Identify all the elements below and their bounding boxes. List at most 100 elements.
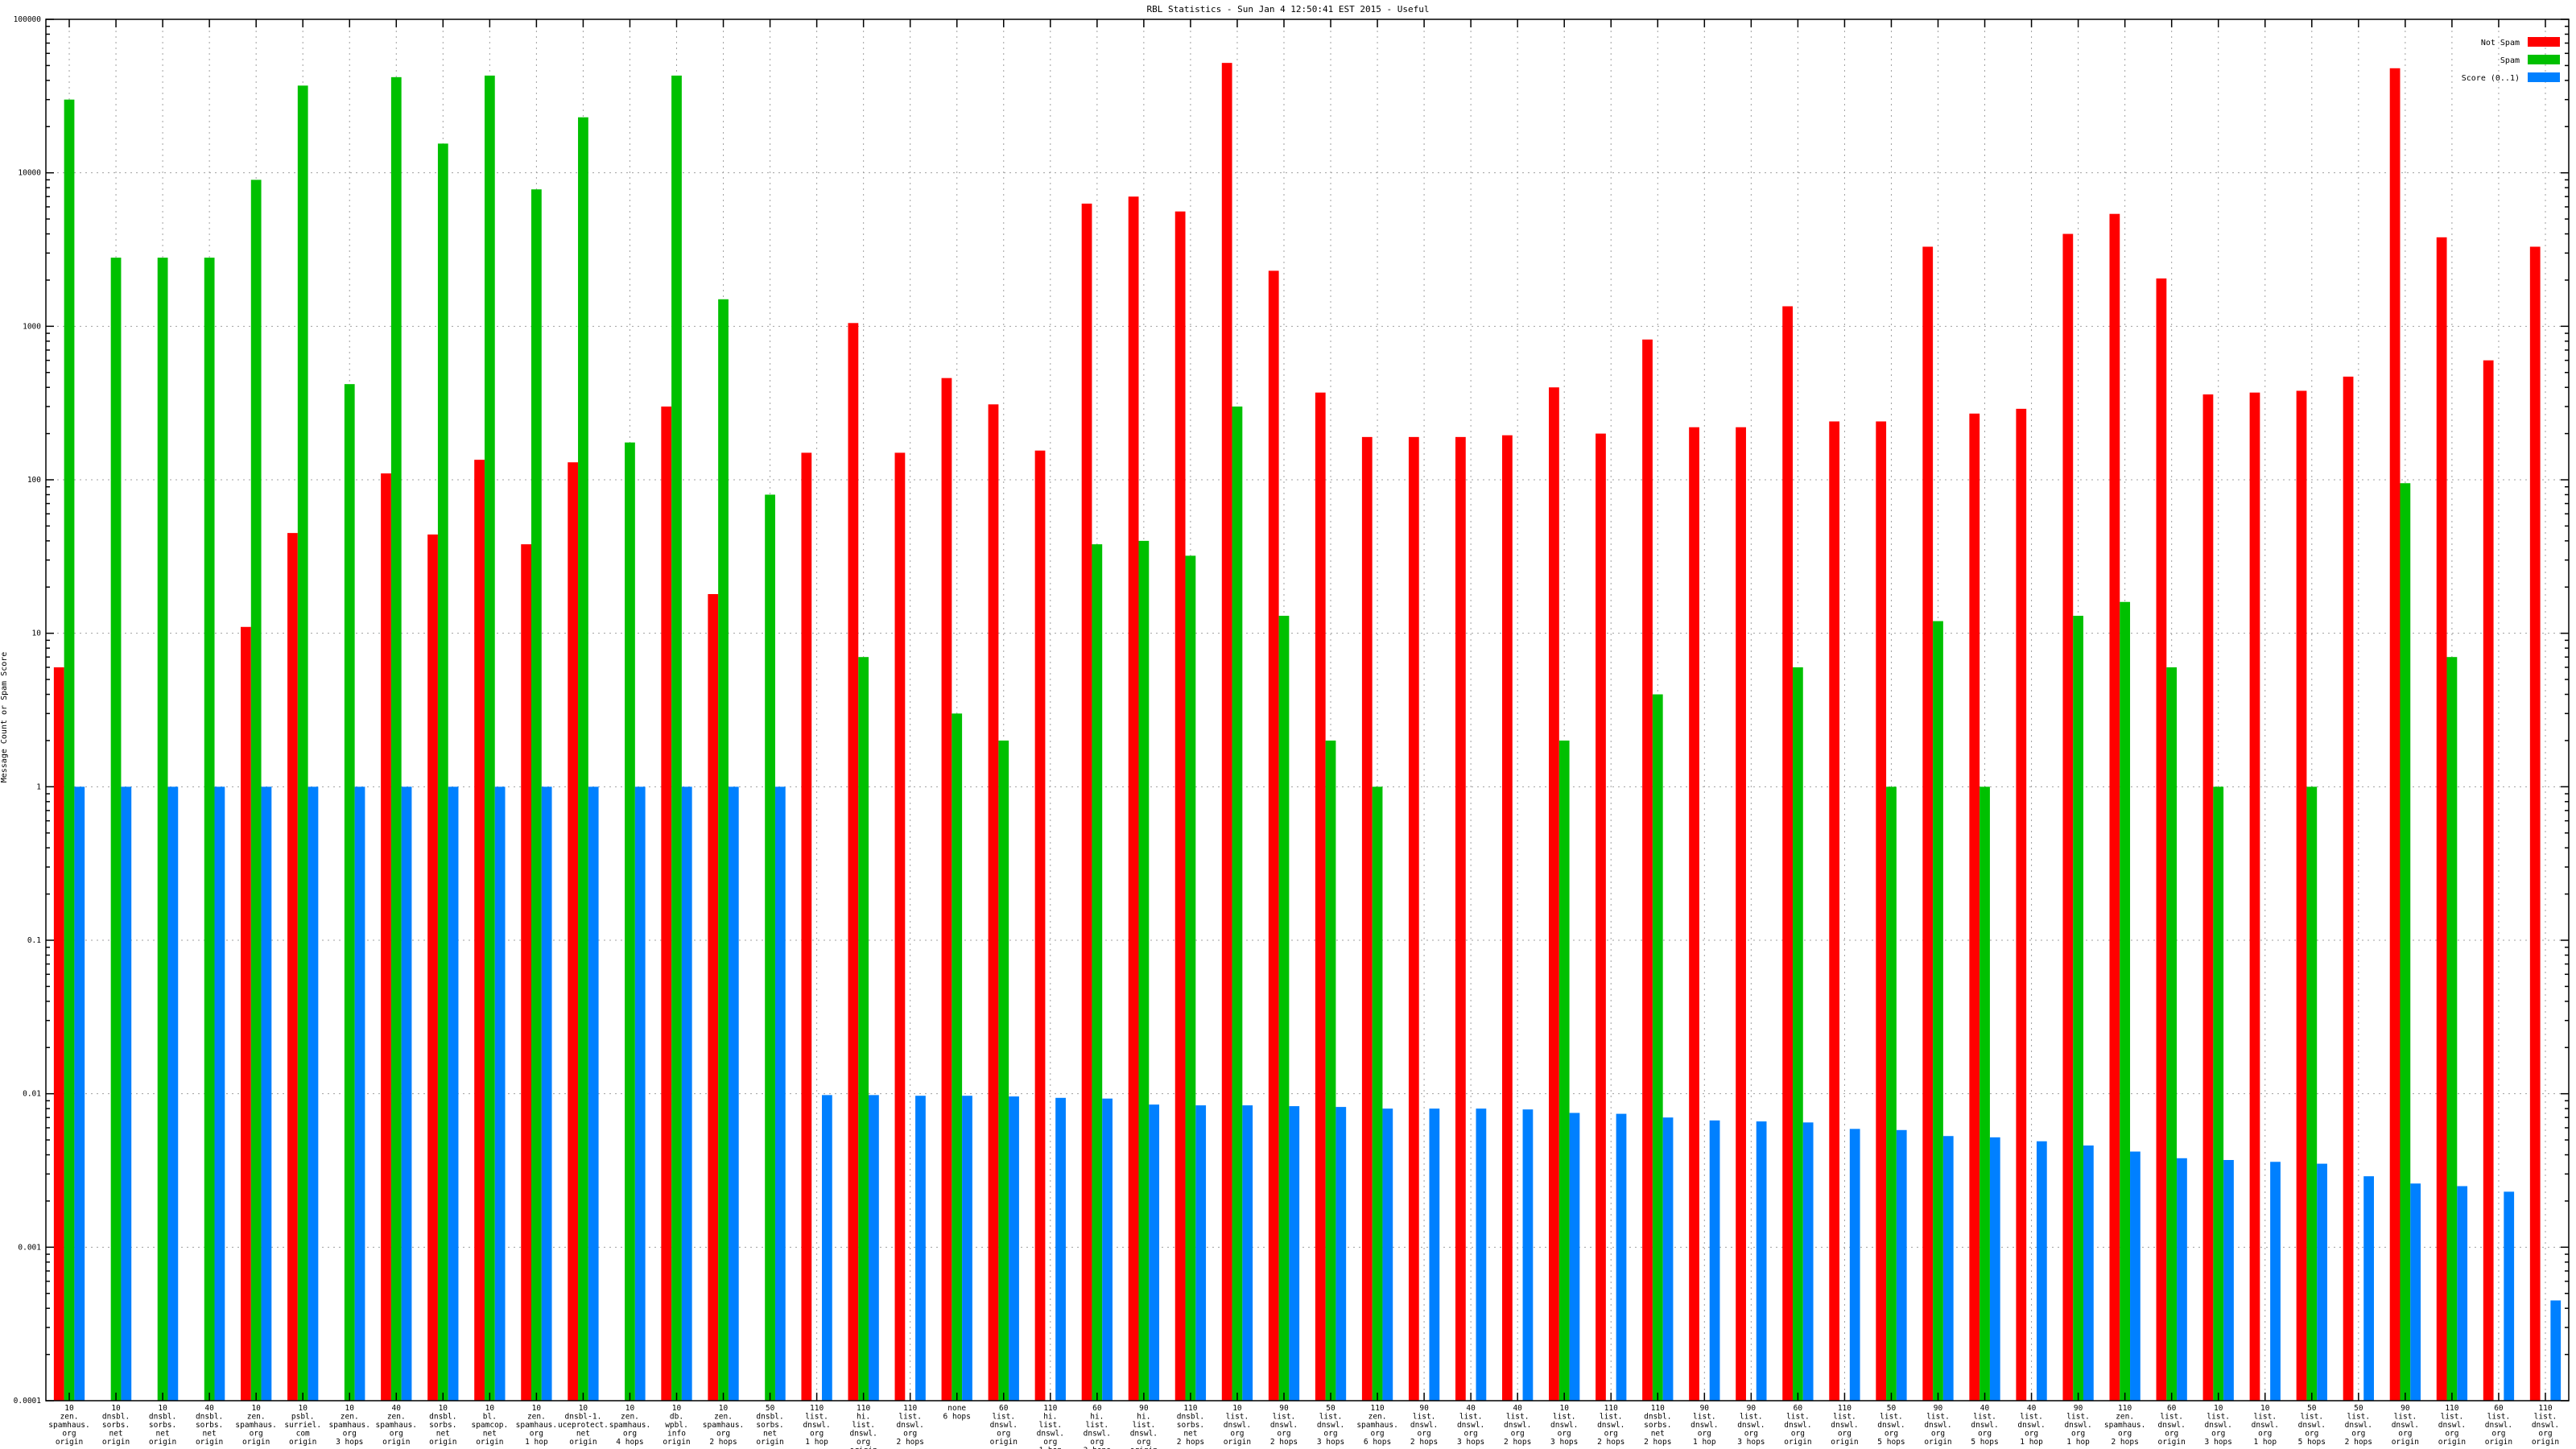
bar-score-0-1: [2457, 1186, 2468, 1401]
x-category-label-line: spamhaus.: [703, 1421, 744, 1430]
bar-spam: [437, 143, 448, 1402]
x-category-label-line: sorbs.: [196, 1421, 223, 1430]
x-category-label-line: 110: [810, 1404, 824, 1413]
x-category-label-line: dnswl.: [2017, 1421, 2045, 1430]
x-category-label-line: list.: [1880, 1413, 1903, 1422]
bar-score-0-1: [1849, 1129, 1860, 1401]
x-category-label-line: list.: [805, 1413, 828, 1422]
x-category-label-line: net: [1651, 1430, 1665, 1439]
bar-score-0-1: [1569, 1113, 1580, 1401]
legend-label: Score (0..1): [2462, 74, 2520, 83]
bar-spam: [110, 258, 122, 1401]
x-category-label-line: origin: [2438, 1438, 2466, 1447]
x-category-label-line: org: [1090, 1438, 1104, 1447]
x-category-label-line: dnswl.: [2485, 1421, 2512, 1430]
x-category-label-line: list.: [2207, 1413, 2230, 1422]
x-category-label-line: org: [623, 1430, 637, 1439]
bar-score-0-1: [1149, 1104, 1160, 1401]
x-category-label-line: 10: [1232, 1404, 1242, 1413]
bar-not-spam: [1268, 270, 1279, 1401]
x-category-label-line: org: [1230, 1430, 1244, 1439]
x-category-label-line: hi.: [1090, 1413, 1104, 1422]
bar-score-0-1: [308, 786, 319, 1401]
y-tick-label: 10000: [18, 169, 41, 178]
x-category-label: 40 dnsbl. sorbs. net origin: [196, 1404, 223, 1447]
x-category-label-line: org: [1137, 1438, 1150, 1447]
x-category-label-line: dnswl.: [2438, 1421, 2466, 1430]
x-category-label-line: 1 hop: [1038, 1447, 1062, 1449]
x-category-label: 10 dnsbl. sorbs. net origin: [102, 1404, 130, 1447]
x-category-label-line: 3 hops: [1550, 1438, 1578, 1447]
bar-spam: [297, 85, 308, 1401]
x-category-label-line: spamhaus.: [48, 1421, 89, 1430]
bar-spam: [765, 494, 775, 1401]
x-category-label-line: dnswl.: [1504, 1421, 1531, 1430]
x-category-label-line: origin: [1924, 1438, 1951, 1447]
x-category-label-line: 110: [1043, 1404, 1057, 1413]
bar-score-0-1: [1289, 1106, 1300, 1401]
bar-not-spam: [568, 462, 579, 1401]
bar-score-0-1: [681, 786, 692, 1401]
bar-score-0-1: [2410, 1183, 2421, 1401]
bar-spam: [1933, 621, 1943, 1401]
x-category-label: 50 dnsbl. sorbs. net origin: [756, 1404, 783, 1447]
bar-not-spam: [1876, 421, 1887, 1402]
x-category-label-line: sorbs.: [1177, 1421, 1204, 1430]
x-category-label: 90 list. dnswl. org 1 hop: [2064, 1404, 2091, 1447]
x-category-label-line: org: [1370, 1430, 1384, 1439]
x-category-label-line: list.: [1553, 1413, 1576, 1422]
x-category-label-line: 10: [625, 1404, 635, 1413]
x-category-label: 10 list. dnswl. org 3 hops: [1550, 1404, 1578, 1447]
x-category-label-line: 2 hops: [709, 1438, 737, 1447]
x-category-label: 110 dnsbl. sorbs. net 2 hops: [1177, 1404, 1204, 1447]
x-category-label-line: list.: [852, 1421, 875, 1430]
x-category-label-line: net: [483, 1430, 497, 1439]
bar-score-0-1: [167, 786, 179, 1401]
legend-swatch: [2528, 37, 2560, 47]
x-category-label: 50 list. dnswl. org 5 hops: [1877, 1404, 1905, 1447]
x-category-label-line: 90: [1279, 1404, 1289, 1413]
x-category-label-line: 110: [2538, 1404, 2552, 1413]
x-category-label-line: origin: [289, 1438, 316, 1447]
x-category-label-line: 90: [2401, 1404, 2410, 1413]
bar-not-spam: [2109, 213, 2120, 1402]
x-category-label: 110 list. dnswl. org origin: [2438, 1404, 2466, 1447]
x-category-label-line: 50: [2307, 1404, 2317, 1413]
x-category-label: 10 dnsbl. sorbs. net origin: [429, 1404, 456, 1447]
x-category-label-line: 50: [2354, 1404, 2363, 1413]
x-category-label-line: spamhaus.: [609, 1421, 650, 1430]
x-category-label-line: 4 hops: [616, 1438, 643, 1447]
x-category-label-line: zen.: [527, 1413, 546, 1422]
x-category-label-line: dnswl.: [2064, 1421, 2091, 1430]
x-category-label-line: org: [2118, 1430, 2132, 1439]
legend-label: Not Spam: [2481, 39, 2520, 47]
x-category-label-line: 60: [1794, 1404, 1803, 1413]
x-category-label-line: org: [62, 1430, 76, 1439]
x-category-label-line: dnswl.: [1410, 1421, 1438, 1430]
x-category-label: 10 zen. spamhaus. org 2 hops: [703, 1404, 744, 1447]
x-category-label-line: spamhaus.: [328, 1421, 369, 1430]
bar-score-0-1: [1055, 1097, 1066, 1401]
x-category-label-line: 2 hops: [897, 1438, 924, 1447]
x-category-label-line: dnswl.: [1550, 1421, 1578, 1430]
x-category-label: 40 zen. spamhaus. org origin: [376, 1404, 417, 1447]
bar-spam: [1278, 615, 1290, 1401]
x-category-label-line: origin: [1130, 1447, 1158, 1449]
x-category-label: 10 list. dnswl. org 1 hop: [2252, 1404, 2279, 1447]
x-category-label-line: 110: [903, 1404, 917, 1413]
x-category-label-line: origin: [1784, 1438, 1811, 1447]
bar-spam: [1325, 740, 1336, 1401]
bar-not-spam: [1829, 421, 1840, 1402]
x-category-label-line: org: [1464, 1430, 1478, 1439]
x-category-label-line: com: [296, 1430, 310, 1439]
bar-score-0-1: [1896, 1129, 1907, 1401]
bar-score-0-1: [354, 786, 365, 1401]
x-category-label-line: 1 hop: [2020, 1438, 2043, 1447]
x-category-label-line: hi.: [1043, 1413, 1057, 1422]
plot-frame: [45, 19, 2570, 1402]
bar-score-0-1: [1242, 1105, 1253, 1401]
x-category-label-line: 2 hops: [1177, 1438, 1204, 1447]
x-category-label-line: dnswl.: [2392, 1421, 2419, 1430]
x-category-label-line: origin: [849, 1447, 877, 1449]
x-category-label-line: org: [2491, 1430, 2505, 1439]
